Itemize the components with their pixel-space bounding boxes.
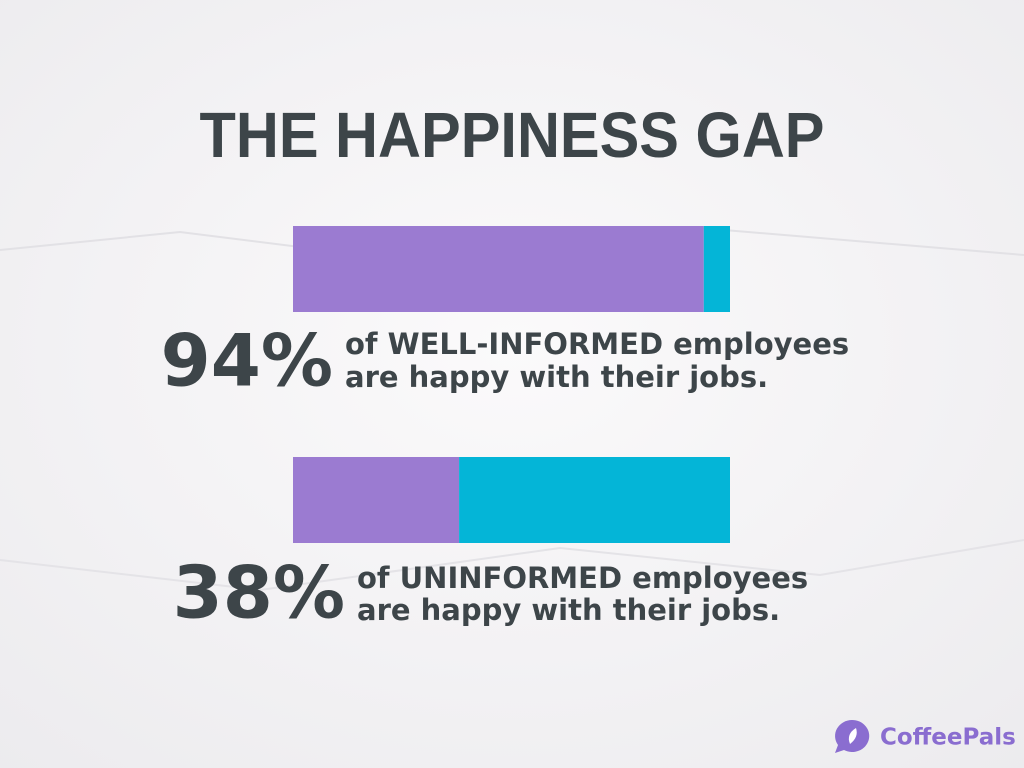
value-label: 94% — [161, 319, 333, 403]
chart-title: THE HAPPINESS GAP — [200, 99, 825, 171]
paper-crease — [0, 539, 1024, 592]
logo: CoffeePals — [835, 719, 1016, 753]
bar-segment — [293, 457, 460, 543]
bar-segment — [459, 457, 730, 543]
description: of WELL-INFORMED employees — [345, 327, 849, 361]
description: of UNINFORMED employees — [357, 561, 808, 595]
bar-segment — [703, 226, 730, 312]
description: are happy with their jobs. — [357, 593, 780, 627]
logo-leaf — [848, 728, 857, 744]
value-label: 38% — [173, 551, 345, 635]
brand-name: CoffeePals — [880, 725, 1016, 751]
bar-segment — [293, 226, 704, 312]
description: are happy with their jobs. — [345, 360, 768, 394]
